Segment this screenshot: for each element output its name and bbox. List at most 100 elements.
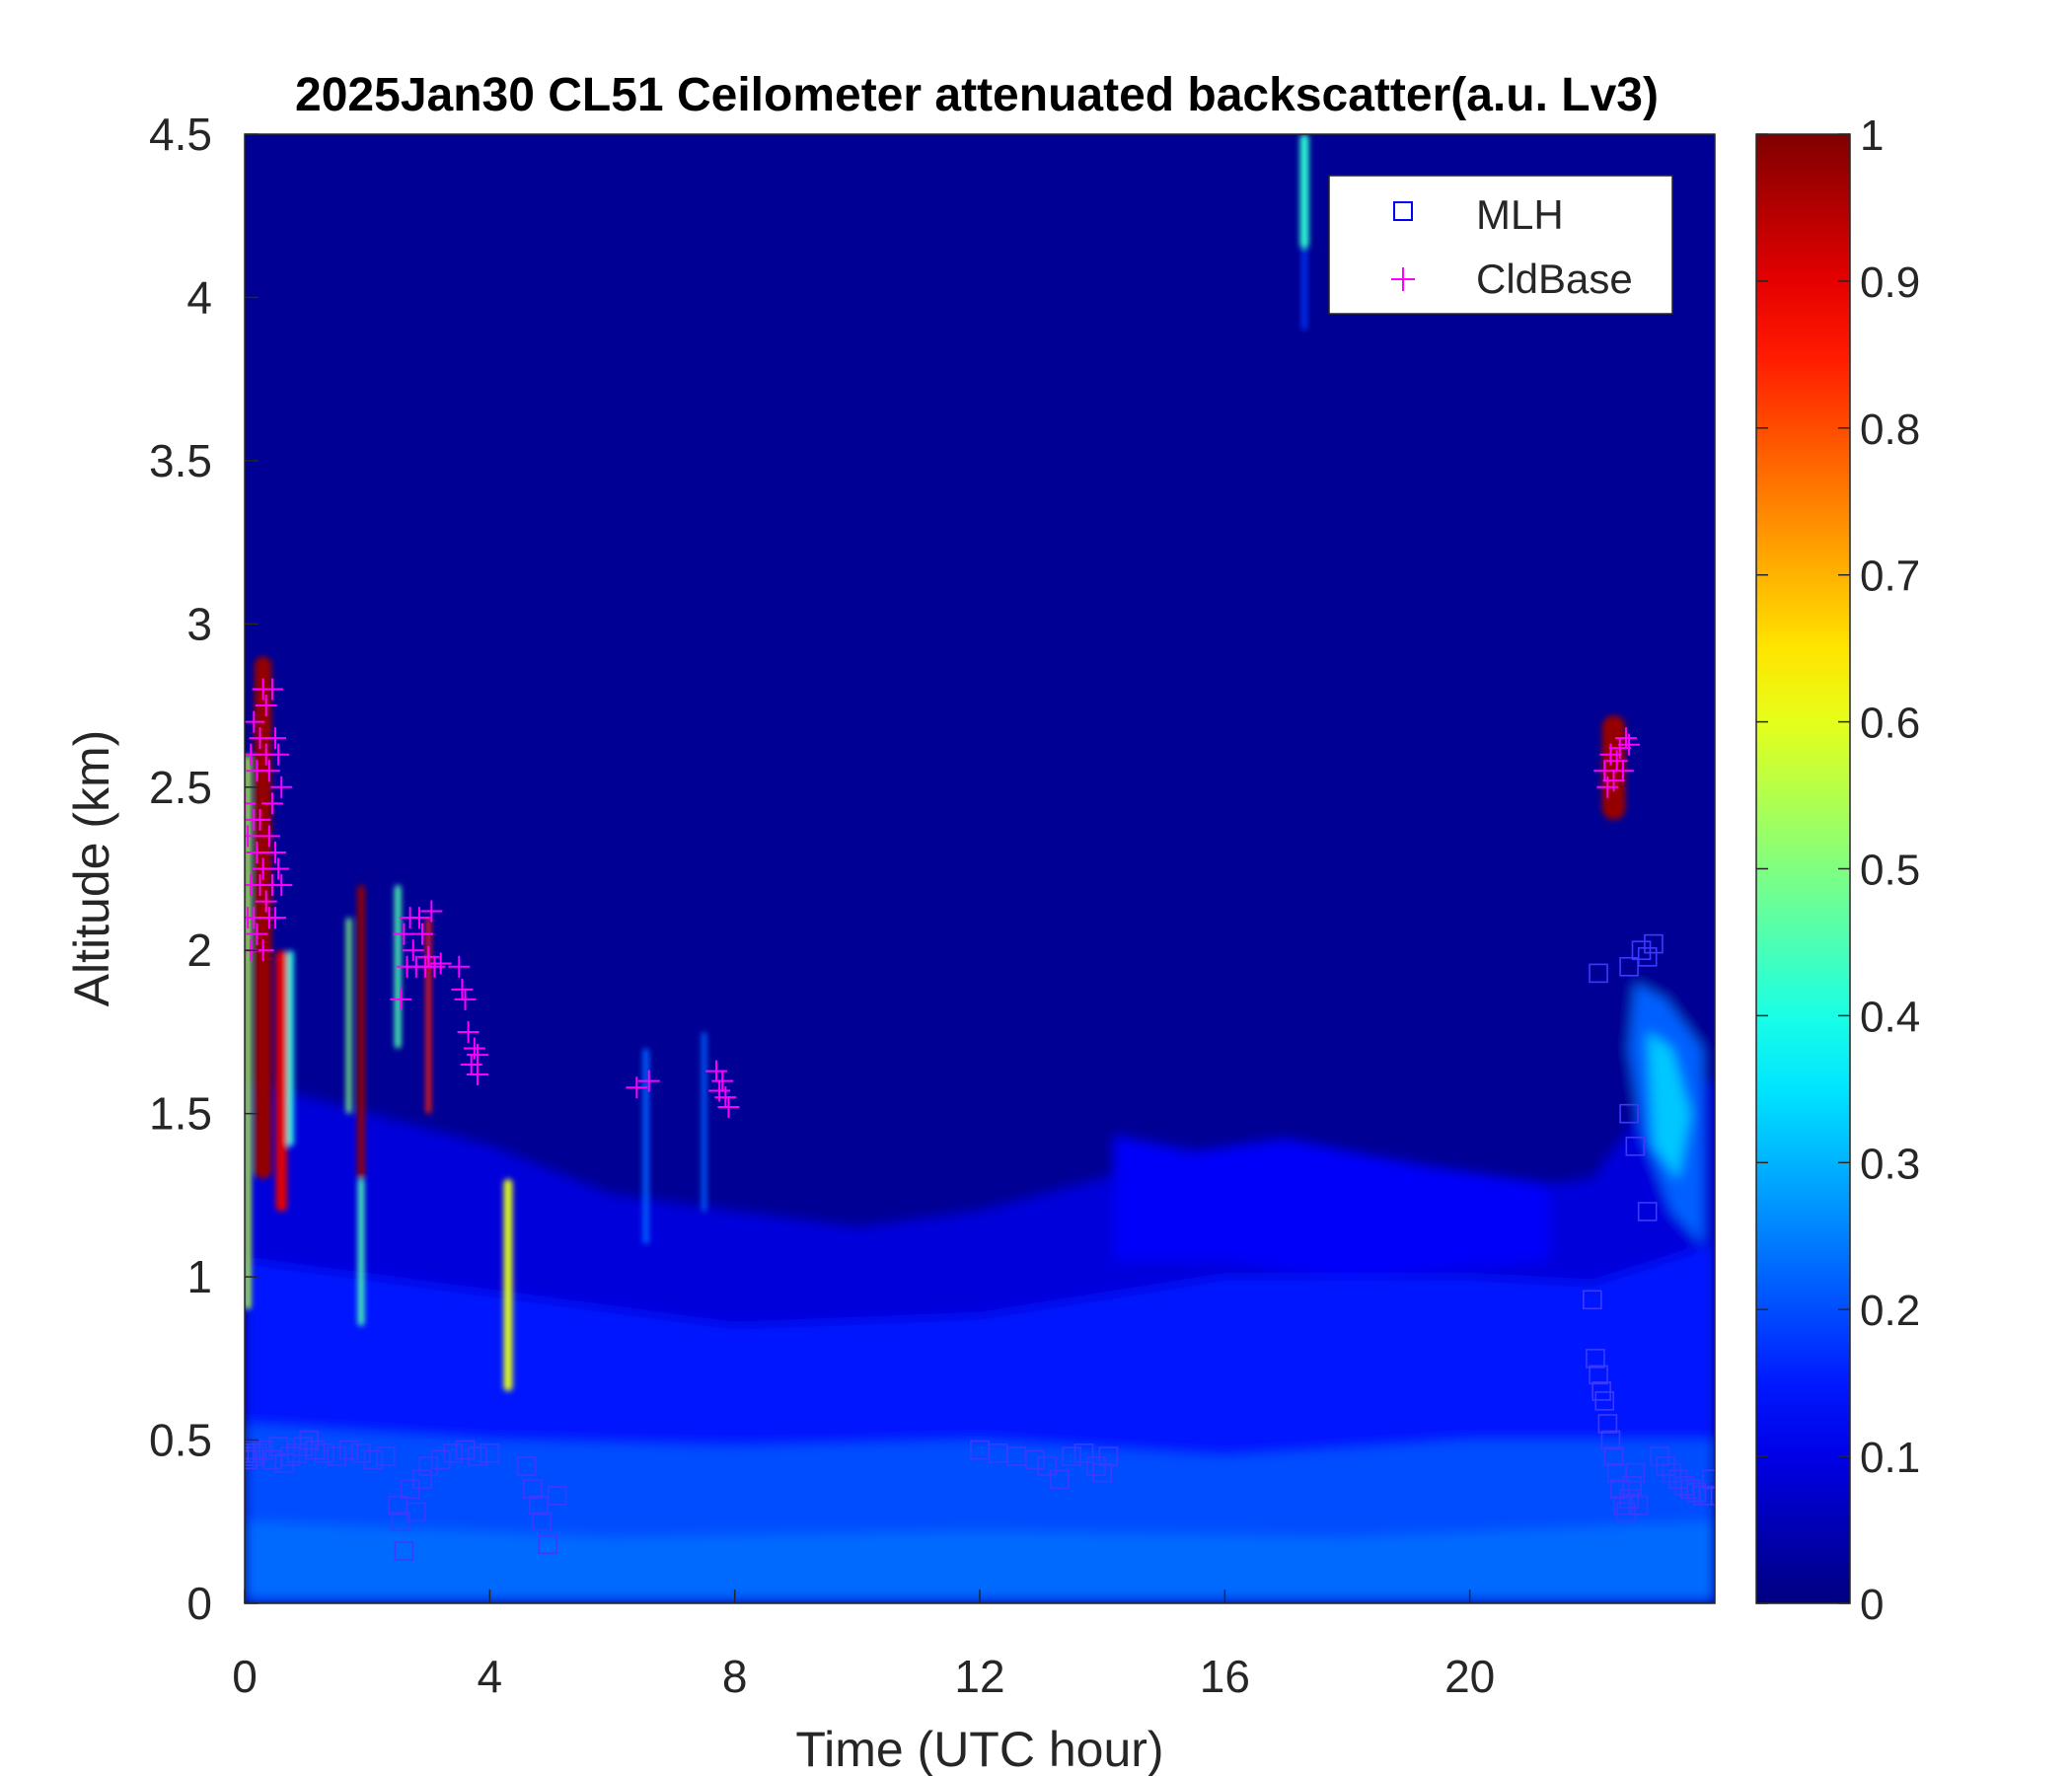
cldbase-marker — [245, 825, 259, 848]
mlh-marker — [280, 1446, 301, 1466]
cldbase-marker — [420, 900, 443, 923]
mlh-marker — [1092, 1462, 1112, 1483]
field-layer-2 — [1114, 1136, 1550, 1278]
mlh-marker — [1686, 1482, 1707, 1503]
plume-10 — [642, 1048, 649, 1245]
cldbase-marker — [264, 907, 287, 929]
x-tick-label: 4 — [478, 1651, 503, 1702]
colorbar-tick-label: 0.1 — [1860, 1434, 1920, 1482]
x-tick-label: 8 — [722, 1651, 748, 1702]
series-mlh — [245, 933, 1715, 1561]
mlh-marker — [1098, 1446, 1119, 1466]
y-axis: 0 0.5 1 1.5 2 2.5 3 3.5 4 4.5 — [149, 109, 259, 1629]
mlh-marker — [1600, 1430, 1621, 1450]
plume-2 — [275, 950, 287, 1212]
mlh-marker — [1586, 1349, 1605, 1369]
plume-3 — [287, 950, 294, 1147]
mlh-marker — [327, 1446, 346, 1466]
mlh-marker — [1603, 1446, 1624, 1466]
x-tick-label: 16 — [1200, 1651, 1250, 1702]
cldbase-marker — [1618, 733, 1641, 756]
colorbar-tick-label: 0.3 — [1860, 1140, 1920, 1188]
mlh-marker — [468, 1446, 487, 1466]
cldbase-marker — [264, 727, 287, 750]
mlh-marker — [245, 1440, 261, 1460]
mlh-marker — [547, 1486, 567, 1506]
y-tick-label: 4 — [186, 271, 212, 323]
mlh-marker — [455, 1440, 476, 1460]
colorbar: 0 0.1 0.2 0.3 0.4 0.5 0.6 0.7 0.8 0.9 1 — [1755, 111, 1920, 1629]
mlh-marker — [363, 1449, 384, 1470]
cldbase-marker — [626, 1076, 648, 1099]
colorbar-tick-label: 1 — [1860, 111, 1884, 160]
cldbase-marker — [258, 825, 280, 848]
mlh-marker — [480, 1443, 500, 1463]
backscatter-field — [245, 134, 1715, 1603]
legend-cldbase-marker — [1391, 267, 1415, 291]
cldbase-marker — [402, 939, 424, 962]
y-tick-label: 1 — [186, 1251, 212, 1302]
y-tick-label: 0.5 — [149, 1415, 212, 1466]
mlh-marker — [538, 1534, 558, 1555]
legend-box — [1328, 175, 1673, 315]
y-tick-label: 4.5 — [149, 109, 212, 160]
mlh-marker — [1656, 1456, 1676, 1476]
cldbase-marker — [267, 743, 290, 766]
cldbase-marker — [714, 1086, 737, 1109]
mlh-marker — [1662, 1462, 1682, 1483]
legend: MLH CldBase — [1328, 175, 1673, 315]
cldbase-marker — [264, 841, 287, 863]
mlh-marker — [400, 1479, 420, 1499]
plume-13 — [1299, 134, 1309, 249]
colorbar-tick-label: 0.8 — [1860, 406, 1920, 454]
colorbar-tick-label: 0.7 — [1860, 553, 1920, 601]
plume-1 — [245, 754, 252, 1310]
cldbase-marker — [407, 907, 430, 929]
mlh-marker — [247, 1443, 267, 1463]
mlh-marker — [1625, 1462, 1646, 1483]
mlh-marker — [407, 1502, 426, 1522]
cldbase-marker — [711, 1070, 734, 1092]
mlh-marker — [1622, 1476, 1642, 1496]
mlh-marker — [430, 1449, 451, 1470]
mlh-marker — [338, 1440, 359, 1460]
x-axis-label: Time (UTC hour) — [795, 1722, 1163, 1776]
cldbase-marker — [246, 841, 268, 863]
cldbase-marker — [249, 808, 271, 831]
mlh-marker — [522, 1479, 543, 1499]
plume-5 — [357, 1178, 365, 1326]
cldbase-marker — [466, 1063, 488, 1085]
mlh-marker — [412, 1469, 432, 1490]
mlh-marker — [1616, 1502, 1636, 1522]
y-tick-label: 3 — [186, 598, 212, 649]
mlh-marker — [1625, 1136, 1646, 1156]
colorbar-tick-label: 0 — [1860, 1581, 1884, 1629]
cldbase-marker — [260, 678, 283, 701]
legend-mlh-marker — [1393, 201, 1413, 221]
x-tick-label: 12 — [954, 1651, 1004, 1702]
mlh-marker — [1644, 933, 1664, 954]
cldbase-marker — [417, 945, 440, 968]
cldbase-marker — [1602, 770, 1625, 792]
cldbase-marker — [1608, 737, 1631, 760]
cldbase-marker — [270, 874, 293, 897]
mlh-marker — [1037, 1456, 1058, 1476]
series-cldbase — [245, 678, 1641, 1119]
mlh-marker — [1591, 1381, 1611, 1401]
mlh-marker — [1613, 1495, 1633, 1516]
mlh-marker — [1637, 1202, 1658, 1221]
field-layer-0 — [245, 134, 1715, 1228]
colorbar-tick-label: 0.2 — [1860, 1287, 1920, 1335]
mlh-marker — [1631, 940, 1652, 961]
cldbase-marker — [460, 1054, 482, 1076]
colorbar-tick-label: 0.6 — [1860, 700, 1920, 748]
mlh-marker — [299, 1430, 319, 1450]
mlh-marker — [516, 1456, 537, 1476]
cldbase-marker — [255, 890, 277, 913]
plume-9 — [503, 1178, 513, 1391]
mlh-marker — [532, 1512, 552, 1532]
mlh-marker — [1589, 963, 1608, 984]
cldbase-marker — [457, 1020, 480, 1043]
legend-cldbase-label: CldBase — [1476, 256, 1633, 302]
